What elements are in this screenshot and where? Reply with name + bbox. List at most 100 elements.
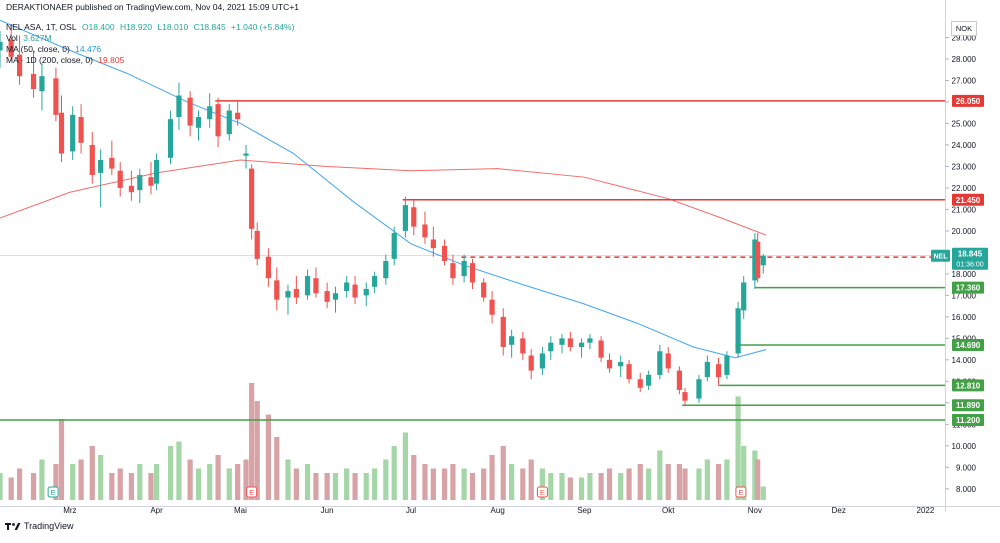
volume-bar-49 <box>469 473 476 500</box>
volume-bar-12 <box>117 468 123 500</box>
candle-body-26 <box>249 168 255 229</box>
y-tick-label-19: 27.000 <box>952 76 977 85</box>
y-tick-label-9: 17.000 <box>952 291 977 300</box>
candle-body-2 <box>16 54 23 77</box>
price-level-label-1: 21.450 <box>956 196 981 205</box>
candle-body-69 <box>665 353 671 369</box>
price-level-tag-3 <box>952 339 984 352</box>
x-tick-label-1: Apr <box>150 506 163 515</box>
candle-body-54 <box>520 338 526 354</box>
candle-body-74 <box>715 364 722 378</box>
candle-body-67 <box>646 374 652 386</box>
x-tick-label-5: Aug <box>491 506 505 515</box>
volume-bar-28 <box>265 414 272 500</box>
candle-body-59 <box>567 338 573 347</box>
volume-bar-37 <box>352 473 358 500</box>
candle-body-27 <box>254 230 260 259</box>
candle-body-64 <box>618 362 624 367</box>
publisher-line: DERAKTIONAER published on TradingView.co… <box>6 2 302 13</box>
volume-bar-44 <box>422 464 428 500</box>
candle-body-38 <box>363 288 369 296</box>
volume-bar-46 <box>441 468 448 500</box>
candle-body-78 <box>752 239 758 281</box>
candle-body-51 <box>489 299 495 315</box>
candle-body-21 <box>207 106 213 120</box>
volume-bar-79 <box>755 459 761 500</box>
price-level-tag-5 <box>952 399 984 412</box>
volume-bar-67 <box>646 468 652 500</box>
volume-bar-34 <box>324 473 330 500</box>
volume-bar-76 <box>735 396 741 500</box>
last-price-label: 18.845 <box>958 250 983 259</box>
candle-body-75 <box>724 355 730 375</box>
volume-bar-32 <box>304 464 311 500</box>
candle-body-16 <box>153 159 160 184</box>
currency-button[interactable]: NOK <box>951 21 977 36</box>
candle-body-34 <box>324 291 330 302</box>
candle-body-58 <box>559 338 565 345</box>
publisher-text: DERAKTIONAER published on TradingView.co… <box>6 2 300 12</box>
volume-bar-20 <box>195 468 202 500</box>
volume-bar-77 <box>741 446 747 500</box>
price-level-label-2: 17.360 <box>956 284 981 293</box>
volume-bar-63 <box>606 468 613 500</box>
earnings-marker-3 <box>735 486 747 498</box>
candle-body-71 <box>682 392 688 401</box>
earnings-marker-label-3: E <box>738 488 743 497</box>
candle-body-40 <box>383 261 389 279</box>
tradingview-footer[interactable]: TradingView <box>5 521 74 531</box>
candle-body-3 <box>30 74 37 90</box>
volume-bar-66 <box>637 464 643 500</box>
volume-bar-68 <box>657 450 663 500</box>
candle-body-12 <box>117 170 123 188</box>
x-tick-label-2: Mai <box>234 506 247 515</box>
volume-bar-43 <box>411 455 417 500</box>
ma200-value: 19.805 <box>98 55 125 65</box>
candle-body-23 <box>226 110 232 135</box>
volume-bar-62 <box>598 473 604 500</box>
candle-body-4 <box>39 76 45 92</box>
volume-bar-61 <box>587 473 593 500</box>
volume-legend[interactable]: Vol 3.627M <box>6 33 55 44</box>
candle-body-1 <box>8 39 14 57</box>
ma50-legend[interactable]: MA (50, close, 0) 14.476 <box>6 44 104 55</box>
volume-bar-18 <box>176 441 182 500</box>
candle-body-24 <box>235 112 241 120</box>
price-level-label-0: 26.050 <box>956 97 981 106</box>
candle-body-66 <box>637 379 643 388</box>
candle-body-72 <box>696 379 702 399</box>
candle-body-49 <box>469 263 476 283</box>
x-tick-label-3: Jun <box>321 506 334 515</box>
volume-bar-64 <box>618 473 624 500</box>
volume-bar-69 <box>665 464 671 500</box>
y-tick-label-15: 23.000 <box>952 162 977 171</box>
candle-body-30 <box>285 291 291 298</box>
price-level-label-3: 14.690 <box>956 341 981 350</box>
y-tick-label-2: 10.000 <box>952 442 977 451</box>
candle-body-70 <box>676 370 682 390</box>
candle-body-52 <box>500 316 506 347</box>
candle-body-68 <box>657 351 663 375</box>
candle-body-80 <box>760 255 766 266</box>
volume-bar-15 <box>148 473 154 500</box>
candle-body-55 <box>528 355 534 371</box>
ohlc-low: L18.010 <box>157 22 189 32</box>
ohlc-high: H18.920 <box>119 22 153 32</box>
volume-bar-7 <box>70 464 76 500</box>
symbol-line: NEL ASA, 1T, OSL O18.400 H18.920 L18.010… <box>6 22 297 33</box>
candle-body-45 <box>430 239 436 249</box>
candle-body-28 <box>265 256 272 279</box>
price-level-tag-1 <box>952 193 984 206</box>
x-tick-label-9: Dez <box>832 506 846 515</box>
candle-body-0 <box>0 41 3 51</box>
y-tick-label-20: 28.000 <box>952 55 977 64</box>
y-tick-label-10: 18.000 <box>952 270 977 279</box>
volume-bar-2 <box>16 468 23 500</box>
symbol-name[interactable]: NEL ASA, 1T, OSL <box>6 22 77 32</box>
y-tick-label-6: 14.000 <box>952 356 977 365</box>
ma200-legend[interactable]: MA · 1D (200, close, 0) 19.805 <box>6 55 127 66</box>
volume-bar-17 <box>167 446 174 500</box>
ma50-line <box>0 19 767 359</box>
